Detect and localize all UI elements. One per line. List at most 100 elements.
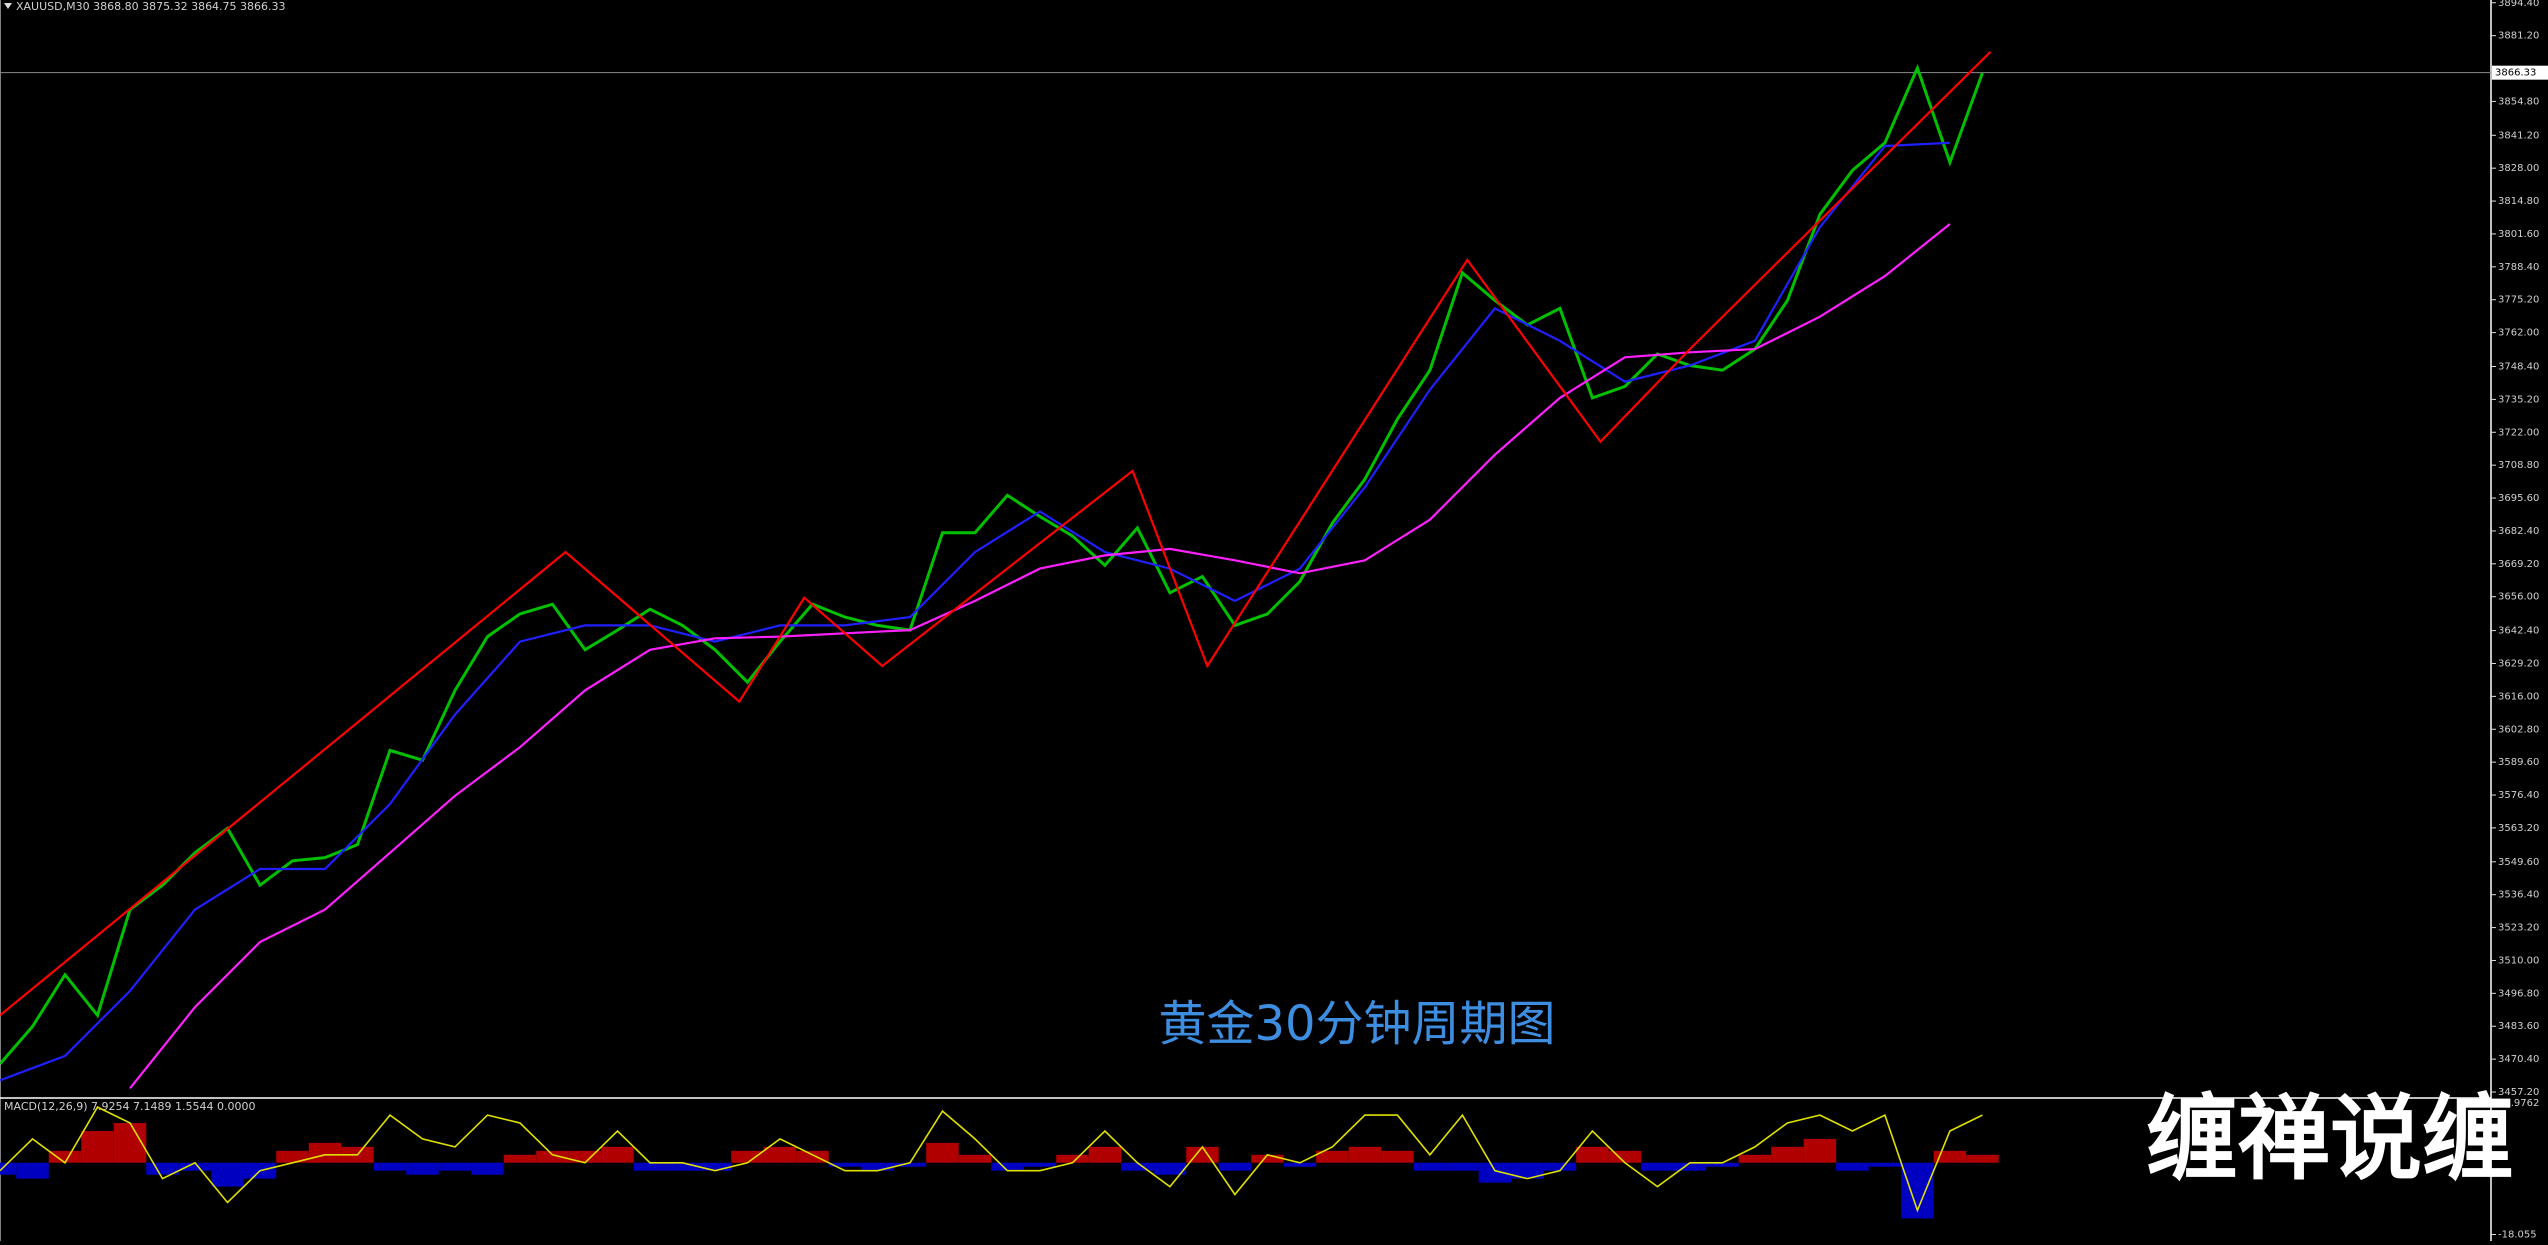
y-tick-label: 3629.20 — [2498, 658, 2539, 669]
y-tick-label: 3523.20 — [2498, 923, 2539, 934]
series-line — [0, 141, 1950, 1082]
y-tick-label: 3563.20 — [2498, 823, 2539, 834]
y-tick-label: 3881.20 — [2498, 31, 2539, 42]
y-tick-label: 3576.40 — [2498, 790, 2539, 801]
y-tick-label: 3708.80 — [2498, 460, 2539, 471]
series-line — [129, 223, 1951, 1089]
macd-histogram-bar — [1088, 1146, 1122, 1163]
series-line — [0, 51, 1992, 1017]
macd-histogram-bar — [861, 1162, 894, 1171]
macd-line — [0, 1106, 1983, 1213]
y-tick-label: 3589.60 — [2498, 757, 2539, 768]
macd-title: MACD(12,26,9) 7.9254 7.1489 1.5544 0.000… — [4, 1100, 256, 1113]
macd-histogram-bar — [1803, 1138, 1837, 1163]
y-tick-label: 3457.20 — [2498, 1087, 2539, 1098]
macd-histogram-bar — [471, 1162, 504, 1175]
macd-histogram-bar — [1966, 1154, 1999, 1163]
macd-histogram-bar — [666, 1162, 699, 1171]
macd-histogram-bar — [1413, 1162, 1447, 1171]
macd-histogram-bar — [48, 1150, 82, 1163]
macd-histogram-bar — [211, 1162, 244, 1187]
macd-histogram-bar — [1316, 1150, 1349, 1163]
macd-histogram-bar — [958, 1154, 992, 1163]
y-tick-label: 3656.00 — [2498, 592, 2539, 603]
macd-histogram-bar — [601, 1146, 634, 1163]
macd-histogram-bar — [1381, 1150, 1414, 1163]
macd-histogram-bar — [373, 1162, 407, 1171]
macd-histogram-bar — [633, 1162, 667, 1171]
series-line — [0, 63, 1984, 1065]
y-tick-label: 3788.40 — [2498, 262, 2539, 273]
y-tick-label: 3602.80 — [2498, 724, 2539, 735]
macd-histogram-bar — [0, 1162, 17, 1175]
macd-histogram-bar — [796, 1150, 829, 1163]
y-tick-label: 14.9762 — [2498, 1098, 2539, 1109]
macd-histogram-bar — [1348, 1146, 1382, 1163]
macd-histogram-bar — [1673, 1162, 1707, 1171]
y-tick-label: 3762.00 — [2498, 328, 2539, 339]
y-tick-label: 3854.80 — [2498, 96, 2539, 107]
macd-histogram-bar — [1218, 1162, 1252, 1171]
macd-histogram-bar — [1056, 1154, 1089, 1163]
macd-histogram-bar — [568, 1150, 602, 1163]
y-tick-label: 3894.40 — [2498, 0, 2539, 9]
y-tick-label: 3841.20 — [2498, 130, 2539, 141]
chart-title: XAUUSD,M30 3868.80 3875.32 3864.75 3866.… — [16, 0, 286, 13]
macd-histogram-bar — [1641, 1162, 1674, 1171]
macd-histogram-bar — [1153, 1162, 1187, 1175]
macd-histogram-bar — [1478, 1162, 1512, 1183]
y-tick-label: 3801.60 — [2498, 229, 2539, 240]
current-price-box — [2492, 65, 2548, 80]
y-tick-label: 3642.40 — [2498, 626, 2539, 637]
macd-histogram-bar — [1706, 1162, 1739, 1167]
macd-histogram-bar — [1933, 1150, 1967, 1163]
macd-histogram-bar — [178, 1162, 212, 1171]
y-tick-label: 3682.40 — [2498, 526, 2539, 537]
y-tick-label: 3536.40 — [2498, 890, 2539, 901]
macd-histogram-bar — [1251, 1154, 1284, 1163]
macd-histogram-bar — [146, 1162, 179, 1175]
macd-histogram-bar — [438, 1162, 472, 1171]
macd-histogram-bar — [1283, 1162, 1317, 1167]
y-tick-label: 3510.00 — [2498, 955, 2539, 966]
y-tick-label: 3695.60 — [2498, 493, 2539, 504]
macd-histogram-bar — [16, 1162, 49, 1179]
y-tick-label: 3722.00 — [2498, 427, 2539, 438]
y-tick-label: -18.055 — [2498, 1230, 2537, 1241]
y-tick-label: 3483.60 — [2498, 1021, 2539, 1032]
macd-histogram-bar — [406, 1162, 439, 1175]
macd-histogram-bar — [276, 1150, 309, 1163]
macd-histogram-bar — [893, 1162, 927, 1167]
macd-histogram-bar — [1511, 1162, 1544, 1179]
macd-histogram-bar — [81, 1130, 114, 1163]
macd-histogram-bar — [763, 1146, 797, 1163]
macd-histogram-bar — [308, 1142, 342, 1163]
y-tick-label: 3669.20 — [2498, 559, 2539, 570]
macd-histogram-bar — [503, 1154, 537, 1163]
y-tick-label: 3470.40 — [2498, 1054, 2539, 1065]
macd-histogram-bar — [536, 1150, 569, 1163]
y-tick-label: 3775.20 — [2498, 295, 2539, 306]
y-tick-label: 3549.60 — [2498, 857, 2539, 868]
watermark: 缠禅说缠 — [2146, 1085, 2514, 1192]
macd-histogram-bar — [698, 1162, 732, 1171]
macd-histogram-bar — [1576, 1146, 1609, 1163]
y-tick-label: 3616.00 — [2498, 691, 2539, 702]
macd-histogram-bar — [828, 1162, 862, 1167]
macd-histogram-bar — [1543, 1162, 1577, 1171]
symbol-menu-arrow — [4, 3, 12, 9]
macd-histogram-bar — [1868, 1162, 1902, 1167]
macd-histogram-bar — [991, 1162, 1024, 1171]
y-tick-label: 3735.20 — [2498, 394, 2539, 405]
macd-histogram-bar — [1738, 1154, 1772, 1163]
macd-histogram-bar — [1121, 1162, 1154, 1171]
y-tick-label: 3814.80 — [2498, 196, 2539, 207]
macd-histogram-bar — [1771, 1146, 1804, 1163]
current-price-label: 3866.33 — [2495, 68, 2536, 79]
macd-histogram-bar — [1023, 1162, 1057, 1167]
macd-histogram-bar — [926, 1142, 959, 1163]
y-tick-label: 3828.00 — [2498, 163, 2539, 174]
macd-histogram-bar — [731, 1150, 764, 1163]
